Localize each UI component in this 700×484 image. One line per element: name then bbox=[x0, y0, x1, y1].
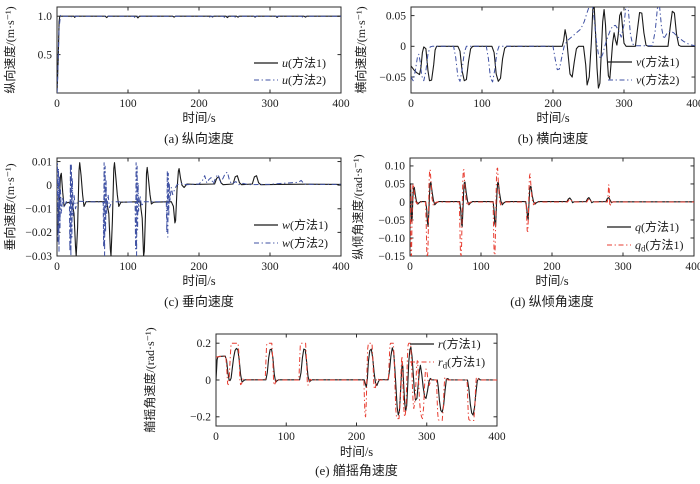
subplot-d: 0 100 200 300 400 0.10 0.05 0 −0.05 −0.10 −0.15 纵倾角… bbox=[350, 150, 700, 316]
y-tick-label: −0.03 bbox=[25, 251, 52, 263]
x-tick-label: 200 bbox=[190, 98, 208, 110]
plot-canvas-a: 0 100 200 300 400 0.5 1.0 纵向速度/(m·s⁻¹) 时间/s (a) 纵… bbox=[2, 6, 350, 146]
series-line-w(方法1) bbox=[57, 162, 341, 256]
x-axis-label: 时间/s bbox=[536, 111, 569, 125]
legend-label: w(方法2) bbox=[282, 235, 328, 250]
y-tick-label: 1.0 bbox=[38, 11, 53, 23]
x-tick-label: 400 bbox=[686, 98, 700, 110]
x-tick-label: 100 bbox=[119, 98, 137, 110]
plot-canvas-d: 0 100 200 300 400 0.10 0.05 0 −0.05 −0.10 −0.15 纵倾角… bbox=[350, 154, 700, 309]
x-tick-label: 400 bbox=[332, 98, 350, 110]
legend-label: u(方法1) bbox=[282, 55, 326, 70]
legend-label: w(方法1) bbox=[282, 217, 328, 232]
x-tick-label: 100 bbox=[119, 261, 137, 273]
series-line-w(方法2) bbox=[57, 162, 341, 256]
legend-label: r(方法1) bbox=[438, 336, 481, 351]
series-line-v(方法2) bbox=[411, 7, 695, 83]
subplot-c: 0 100 200 300 400 0.01 0 −0.01 −0.02 −0.03 垂向速度/(m… bbox=[0, 150, 350, 316]
x-tick-label: 400 bbox=[685, 261, 700, 273]
x-axis-label: 时间/s bbox=[182, 111, 215, 125]
x-tick-label: 400 bbox=[488, 431, 506, 443]
legend-label: qd(方法1) bbox=[635, 237, 684, 254]
y-tick-label: 0.2 bbox=[197, 338, 212, 350]
subplot-b: 0 100 200 300 400 −0.05 0 0.05 横向速度/(m·s⁻¹) 时间/s (… bbox=[350, 0, 700, 150]
x-tick-label: 300 bbox=[261, 261, 279, 273]
y-tick-label: −0.15 bbox=[378, 251, 405, 263]
y-tick-label: 0 bbox=[46, 180, 52, 192]
y-tick-label: −0.2 bbox=[190, 412, 211, 424]
series-line-rd(方法1) bbox=[216, 342, 497, 421]
subplot-a: 0 100 200 300 400 0.5 1.0 纵向速度/(m·s⁻¹) 时间/s (a) 纵… bbox=[0, 0, 350, 150]
y-tick-label: −0.10 bbox=[378, 233, 405, 245]
x-tick-label: 200 bbox=[544, 98, 562, 110]
y-tick-label: −0.05 bbox=[378, 215, 405, 227]
x-tick-label: 300 bbox=[418, 431, 436, 443]
y-tick-label: 0.05 bbox=[385, 179, 405, 191]
x-axis-label: 时间/s bbox=[535, 274, 568, 288]
x-tick-label: 300 bbox=[261, 98, 279, 110]
y-axis-label: 纵向速度/(m·s⁻¹) bbox=[2, 6, 17, 93]
x-tick-label: 0 bbox=[408, 98, 414, 110]
x-tick-label: 0 bbox=[213, 431, 219, 443]
legend-label: rd(方法1) bbox=[438, 354, 485, 371]
x-axis-label: 时间/s bbox=[182, 274, 215, 288]
y-axis-label: 艏摇角速度/(rad·s⁻¹) bbox=[142, 327, 157, 432]
y-tick-label: −0.02 bbox=[25, 227, 52, 239]
x-tick-label: 300 bbox=[614, 261, 632, 273]
y-axis-label: 横向速度/(m·s⁻¹) bbox=[353, 6, 368, 93]
plot-canvas-b: 0 100 200 300 400 −0.05 0 0.05 横向速度/(m·s⁻¹) 时间/s (… bbox=[353, 6, 700, 146]
subplot-caption: (d) 纵倾角速度 bbox=[510, 294, 593, 309]
y-tick-label: 0 bbox=[400, 41, 406, 53]
x-tick-label: 0 bbox=[54, 98, 60, 110]
x-tick-label: 200 bbox=[348, 431, 366, 443]
subplot-e: 0 100 200 300 400 0.2 0 −0.2 艏摇角速度/(rad·s⁻¹) 时间/s… bbox=[130, 300, 570, 484]
y-tick-label: 0.10 bbox=[385, 161, 405, 173]
y-tick-label: 0 bbox=[399, 197, 405, 209]
x-tick-label: 200 bbox=[190, 261, 208, 273]
subplot-caption: (a) 纵向速度 bbox=[164, 131, 234, 146]
y-tick-label: 0.01 bbox=[32, 156, 52, 168]
y-tick-label: 0.05 bbox=[386, 10, 406, 22]
subplot-caption: (e) 艏摇角速度 bbox=[315, 463, 398, 478]
plot-canvas-c: 0 100 200 300 400 0.01 0 −0.01 −0.02 −0.03 垂向速度/(m… bbox=[2, 156, 350, 309]
x-axis-label: 时间/s bbox=[340, 445, 373, 459]
subplot-caption: (c) 垂向速度 bbox=[164, 294, 234, 309]
legend-label: v(方法2) bbox=[636, 72, 679, 87]
x-tick-label: 100 bbox=[473, 98, 491, 110]
x-tick-label: 0 bbox=[54, 261, 60, 273]
y-tick-label: −0.01 bbox=[25, 204, 52, 216]
x-tick-label: 100 bbox=[278, 431, 296, 443]
legend-label: v(方法1) bbox=[636, 54, 679, 69]
x-tick-label: 200 bbox=[543, 261, 561, 273]
y-axis-label: 纵倾角速度/(rad·s⁻¹) bbox=[350, 154, 365, 259]
x-tick-label: 400 bbox=[332, 261, 350, 273]
series-line-r(方法1) bbox=[216, 346, 497, 416]
x-tick-label: 300 bbox=[615, 98, 633, 110]
plot-canvas-e: 0 100 200 300 4000.20−0.2艏摇角速度/(rad·s⁻¹)时间/s… bbox=[142, 327, 506, 478]
x-tick-label: 100 bbox=[472, 261, 490, 273]
legend-label: q(方法1) bbox=[635, 219, 679, 234]
series-line-u(方法2) bbox=[57, 14, 341, 93]
y-tick-label: 0 bbox=[205, 375, 211, 387]
y-tick-label: 0.5 bbox=[38, 49, 53, 61]
legend-label: u(方法2) bbox=[282, 72, 326, 87]
y-axis-label: 垂向速度/(m·s⁻¹) bbox=[2, 163, 17, 250]
subplot-caption: (b) 横向速度 bbox=[518, 131, 588, 146]
x-tick-label: 0 bbox=[407, 261, 413, 273]
y-tick-label: −0.05 bbox=[379, 72, 406, 84]
series-line-v(方法1) bbox=[411, 7, 695, 89]
